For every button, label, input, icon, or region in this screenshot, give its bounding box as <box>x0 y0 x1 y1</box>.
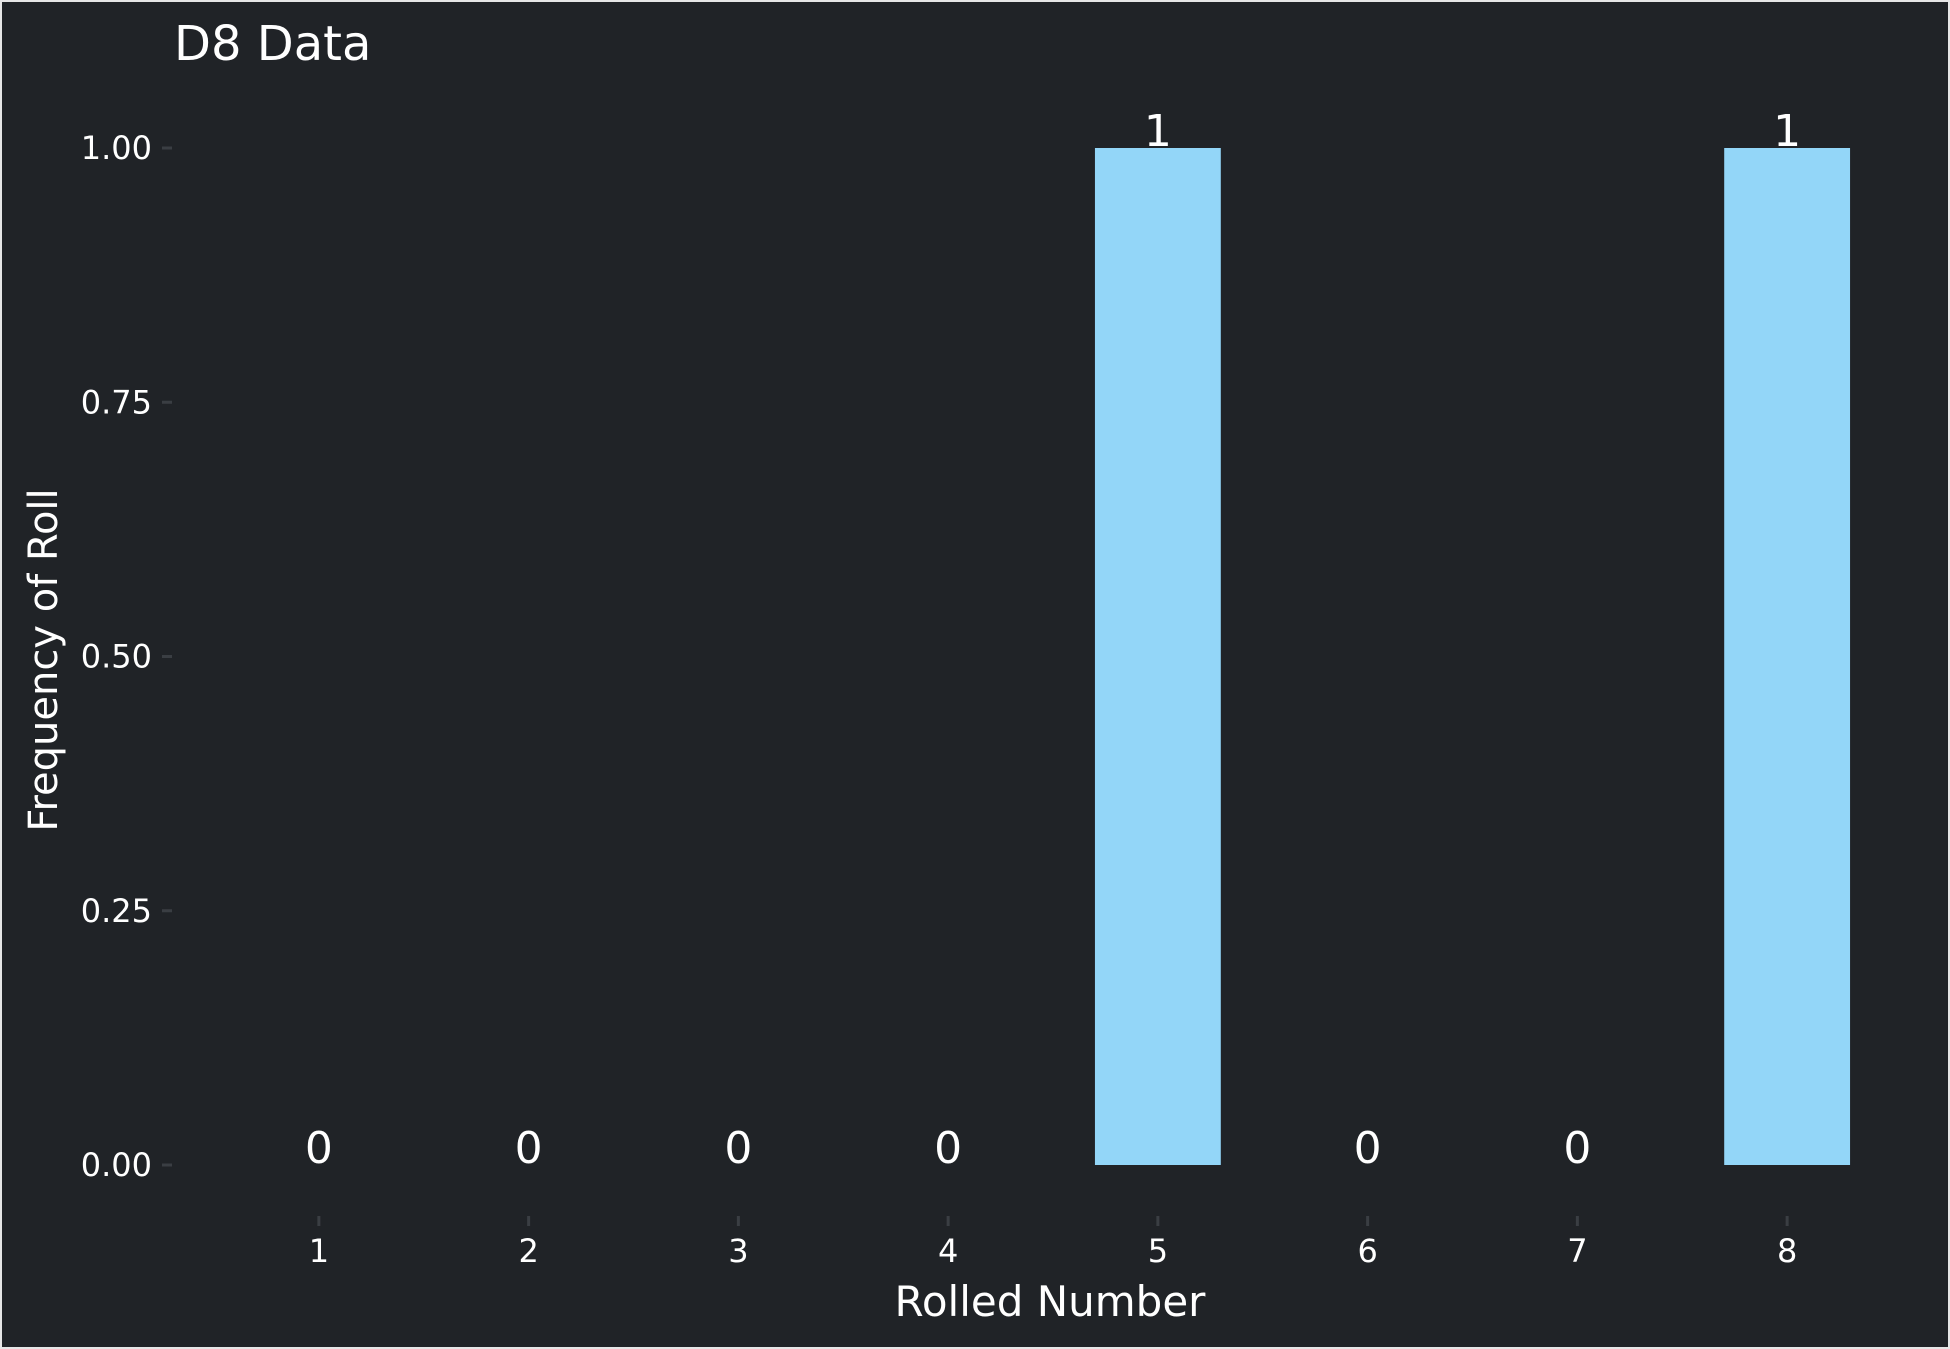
x-axis-label: Rolled Number <box>895 1277 1207 1326</box>
y-tick-label: 0.50 <box>81 638 152 676</box>
data-label-7: 0 <box>1563 1123 1591 1174</box>
data-label-3: 0 <box>724 1123 752 1174</box>
y-tick-label: 1.00 <box>81 129 152 167</box>
x-tick-label: 5 <box>1148 1232 1168 1270</box>
chart-title: D8 Data <box>174 16 371 72</box>
bar-8 <box>1724 148 1851 1165</box>
data-label-8: 1 <box>1773 106 1801 157</box>
x-tick-label: 3 <box>728 1232 748 1270</box>
bars-group <box>1094 148 1851 1165</box>
data-label-5: 1 <box>1144 106 1172 157</box>
data-labels-group: 0 0 0 0 1 0 0 1 <box>305 106 1801 1174</box>
x-tick-label: 2 <box>518 1232 538 1270</box>
x-tick-label: 7 <box>1567 1232 1587 1270</box>
data-label-6: 0 <box>1354 1123 1382 1174</box>
y-tick-label: 0.75 <box>81 383 152 421</box>
y-axis-label: Frequency of Roll <box>21 488 67 831</box>
bar-5 <box>1094 148 1221 1165</box>
x-tick-label: 1 <box>309 1232 329 1270</box>
data-label-1: 0 <box>305 1123 333 1174</box>
x-tick-label: 4 <box>938 1232 958 1270</box>
y-tick-label: 0.25 <box>81 892 152 930</box>
data-label-2: 0 <box>515 1123 543 1174</box>
data-label-4: 0 <box>934 1123 962 1174</box>
y-tick-label: 0.00 <box>81 1146 152 1184</box>
y-axis: 0.00 0.25 0.50 0.75 1.00 <box>81 129 172 1184</box>
x-tick-label: 8 <box>1777 1232 1797 1270</box>
x-axis: 1 2 3 4 5 6 7 8 <box>309 1216 1797 1270</box>
x-tick-label: 6 <box>1357 1232 1377 1270</box>
